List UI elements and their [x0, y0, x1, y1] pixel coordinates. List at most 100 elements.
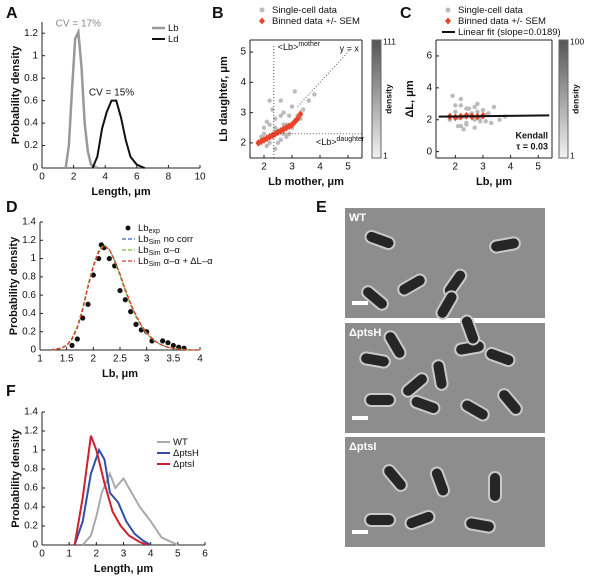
- annotation-sup: daughter: [337, 136, 365, 143]
- data-point: [106, 255, 112, 262]
- data-point: [69, 342, 75, 349]
- legend-label: LbSim α–α + ΔL–α: [138, 256, 213, 268]
- cell: [403, 374, 427, 396]
- data-point: [278, 98, 283, 103]
- panel-letter: D: [6, 199, 18, 216]
- data-point: [458, 96, 464, 102]
- y-tick-label: 0: [32, 540, 38, 551]
- x-tick-label: 4: [317, 162, 323, 173]
- colorbar: [371, 39, 382, 159]
- y-axis-label: Probability density: [8, 236, 20, 335]
- legend-marker: [259, 17, 265, 25]
- data-point: [267, 98, 272, 103]
- data-point: [292, 89, 297, 94]
- y-tick-label: 2: [240, 138, 246, 149]
- y-tick-label: 1.2: [22, 235, 36, 246]
- data-point: [281, 122, 286, 127]
- x-tick-label: 1: [37, 354, 43, 365]
- y-tick-label: 0.4: [24, 502, 38, 513]
- legend-name: Lb: [138, 245, 149, 256]
- cell: [499, 390, 521, 414]
- y-tick-label: 1: [32, 50, 38, 61]
- legend-sub: Sim: [149, 239, 161, 246]
- legend-label: WT: [173, 437, 188, 448]
- data-point: [475, 101, 480, 106]
- y-axis-label: Probability density: [10, 45, 22, 144]
- data-point: [491, 104, 497, 110]
- y-tick-label: 0.2: [24, 140, 38, 151]
- x-tick-label: 4: [508, 162, 514, 173]
- x-tick-label: 3: [289, 162, 295, 173]
- legend-label: Single-cell data: [272, 5, 338, 16]
- data-point: [275, 140, 281, 146]
- micrograph-label: ΔptsI: [349, 441, 376, 453]
- data-point: [477, 119, 483, 124]
- x-tick-label: 3: [121, 549, 127, 560]
- data-point: [306, 98, 311, 103]
- legend-label: ΔptsI: [173, 459, 195, 470]
- legend-name: Linear fit (slope=0.0189): [458, 27, 561, 38]
- fit-line: [438, 114, 550, 118]
- cell: [431, 468, 449, 496]
- data-point: [289, 104, 295, 109]
- colorbar-label: density: [383, 84, 393, 114]
- y-tick-label: 1.4: [24, 407, 38, 418]
- legend-label: Lbexp: [138, 223, 160, 235]
- cell: [366, 231, 394, 249]
- data-point: [273, 116, 278, 121]
- series-line: [91, 99, 146, 169]
- colorbar: [558, 39, 569, 159]
- legend-suffix: α–α + ΔL–α: [164, 256, 213, 267]
- data-point: [489, 120, 494, 126]
- series-line: [64, 27, 98, 170]
- data-point: [472, 125, 477, 130]
- series-line: [73, 435, 149, 546]
- legend-name: Single-cell data: [458, 5, 524, 16]
- data-point: [275, 128, 281, 137]
- data-point: [261, 125, 267, 130]
- cell: [461, 316, 479, 344]
- y-tick-label: 0.6: [24, 483, 38, 494]
- annotation-main: <Lb>: [278, 42, 299, 52]
- cell: [462, 400, 488, 420]
- y-tick-label: 0.4: [22, 308, 36, 319]
- data-point: [458, 103, 464, 108]
- annotation: CV = 15%: [89, 87, 134, 98]
- colorbar-label: density: [570, 84, 580, 114]
- data-point: [278, 113, 283, 118]
- data-point: [453, 103, 458, 108]
- data-point: [278, 137, 283, 143]
- legend-label: Single-cell data: [458, 5, 524, 16]
- x-tick-label: 2.5: [113, 354, 127, 365]
- x-tick-label: 0: [39, 172, 45, 183]
- x-tick-label: 3: [480, 162, 486, 173]
- legend-sub: Sim: [149, 250, 161, 257]
- identity-line: [297, 48, 352, 107]
- stat-label: Kendall: [515, 130, 548, 140]
- cell: [411, 396, 439, 414]
- data-point: [267, 122, 272, 127]
- x-axis-label: Lb, μm: [476, 176, 512, 188]
- legend-name: Lb: [138, 256, 149, 267]
- x-tick-label: 3.5: [166, 354, 180, 365]
- x-tick-label: 6: [202, 549, 208, 560]
- cell: [385, 332, 405, 358]
- cell: [406, 511, 434, 529]
- data-point: [464, 122, 469, 127]
- legend-name: Binned data +/- SEM: [458, 16, 546, 27]
- colorbar-min: 1: [383, 150, 388, 160]
- data-point: [458, 123, 464, 129]
- legend-name: Lb: [138, 234, 149, 245]
- y-tick-label: 0: [30, 345, 36, 356]
- x-tick-label: 0: [39, 549, 45, 560]
- y-tick-label: 4: [240, 77, 246, 88]
- data-point: [149, 338, 155, 344]
- series-line: [50, 244, 200, 351]
- data-point: [117, 287, 123, 294]
- x-axis-label: Lb, μm: [102, 368, 138, 380]
- legend-marker: [125, 225, 131, 231]
- annotation: <Lb>daughter: [316, 136, 365, 148]
- x-tick-label: 2: [91, 354, 97, 365]
- cell: [399, 275, 425, 295]
